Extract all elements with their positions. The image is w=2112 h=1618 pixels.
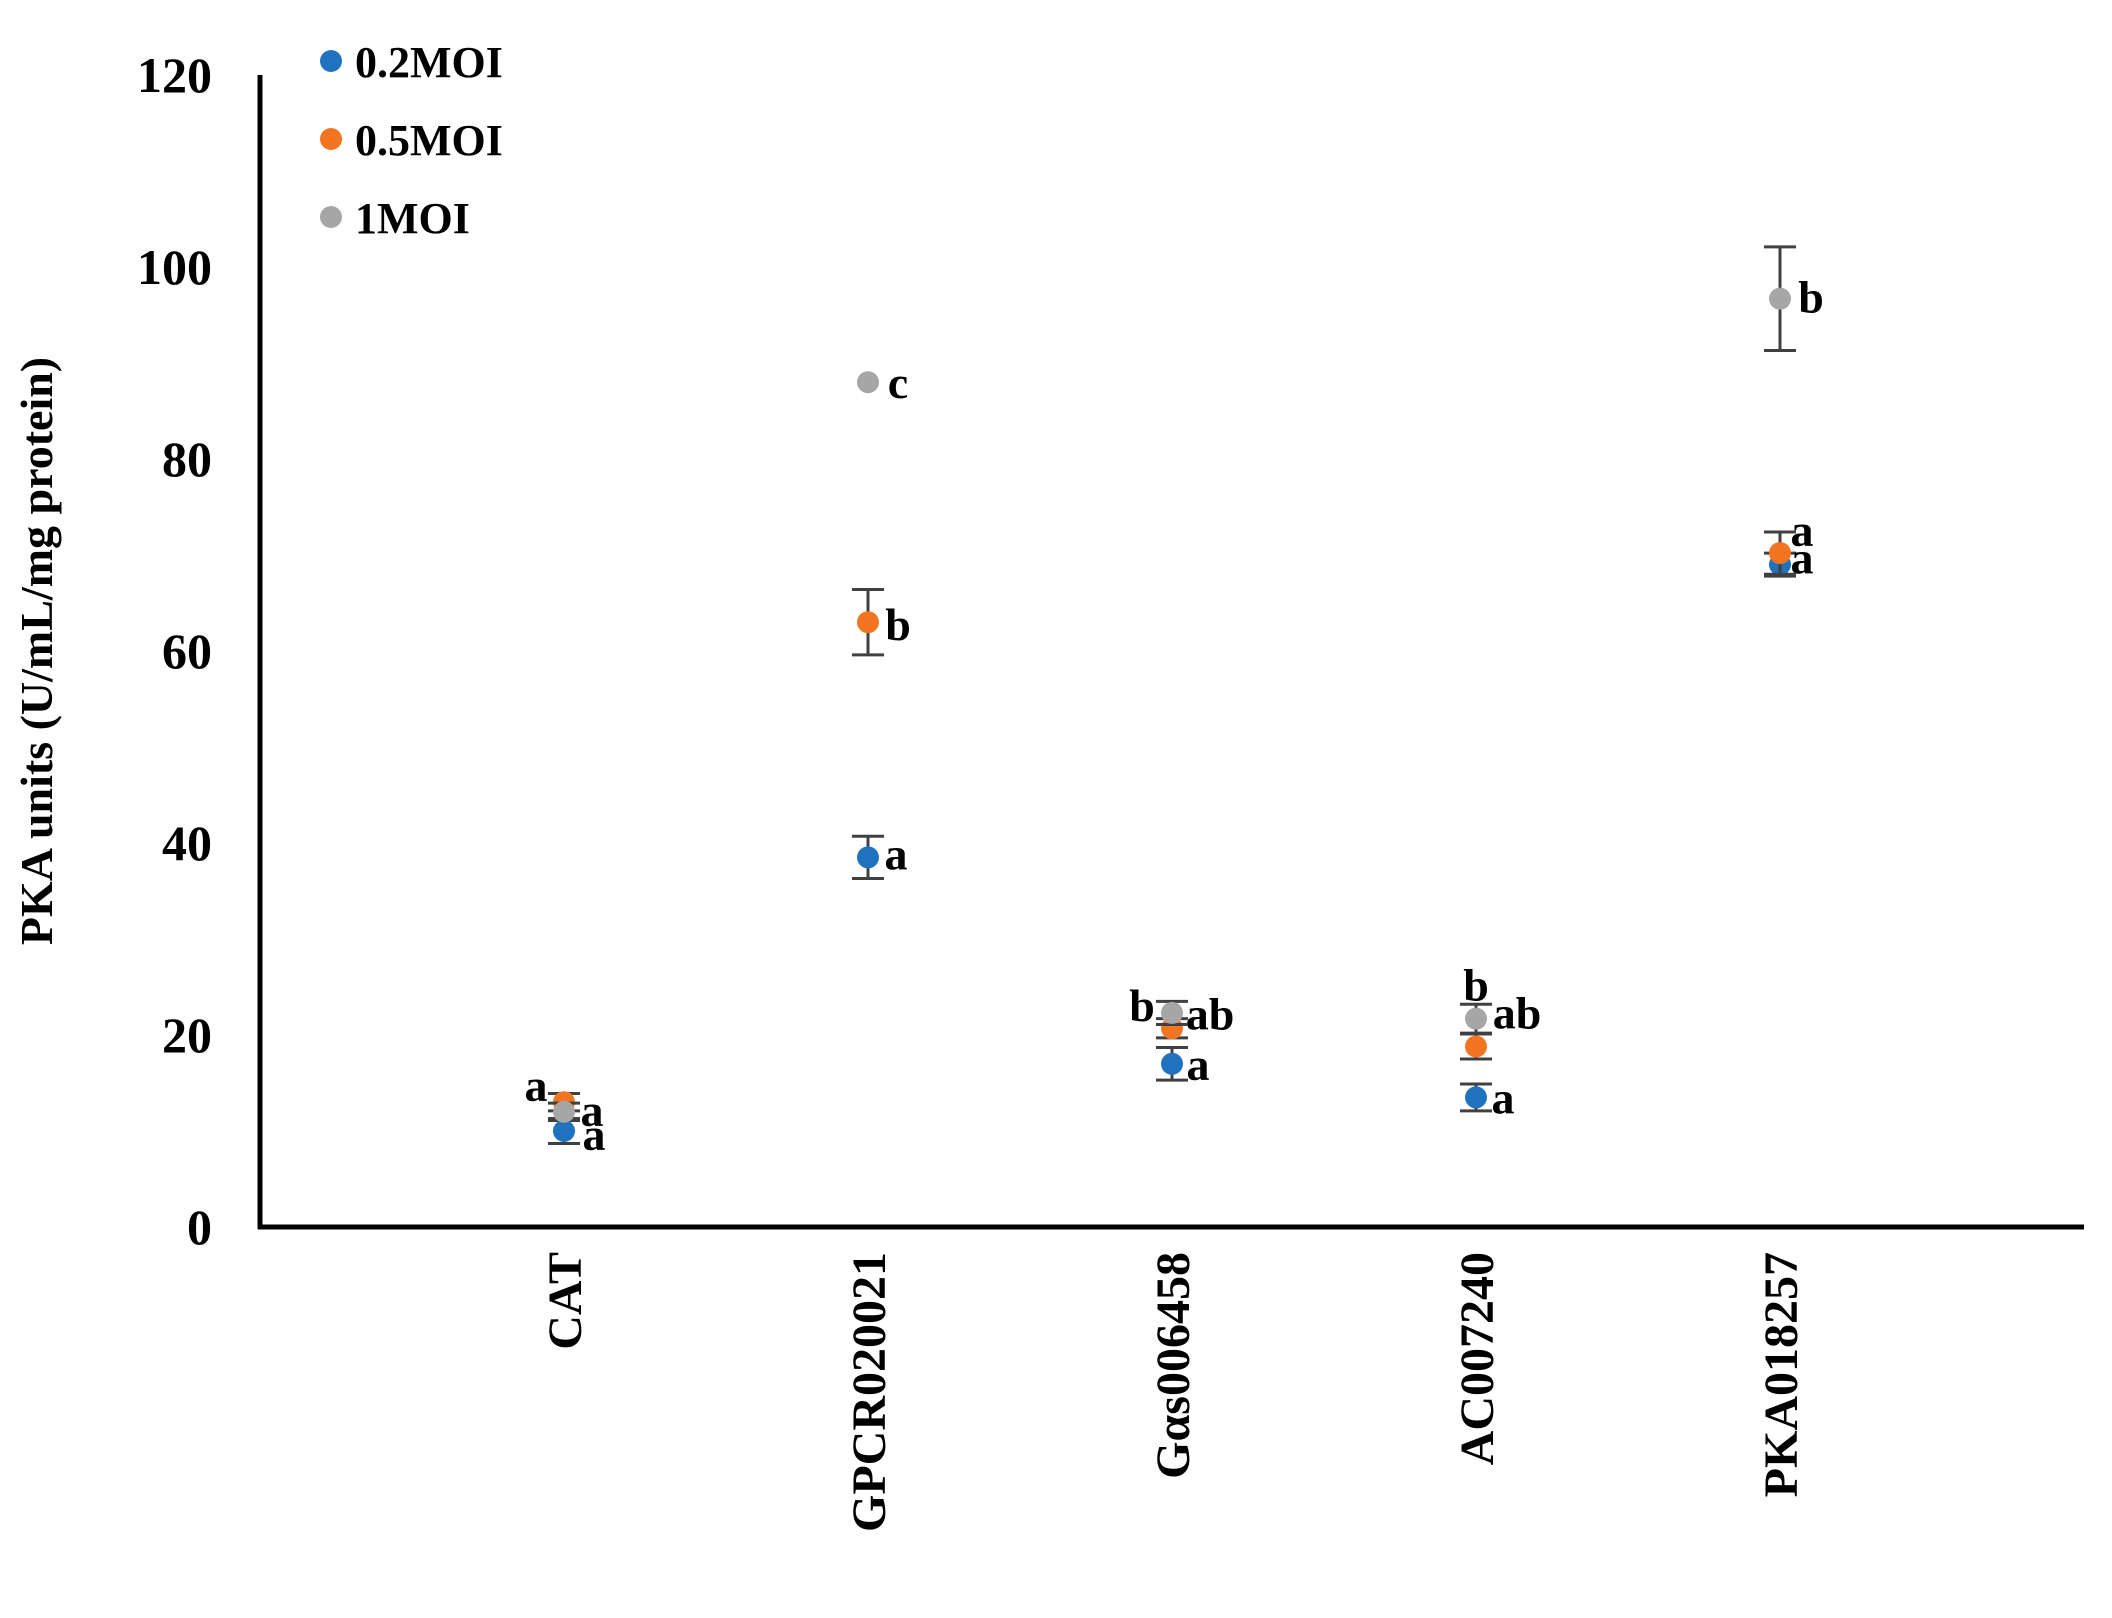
legend-swatch-1MOI: [320, 206, 342, 228]
significance-letter: a: [525, 1060, 548, 1111]
significance-letter: b: [885, 599, 911, 650]
data-point-1MOI: [1161, 1001, 1183, 1024]
data-point-0.2MOI: [857, 846, 879, 869]
y-tick-label: 60: [162, 623, 212, 679]
data-point-0.5MOI: [1161, 1017, 1183, 1040]
category-label: Gαs006458: [1147, 1252, 1200, 1479]
data-point-1MOI: [857, 371, 879, 394]
significance-letter: a: [1791, 533, 1814, 584]
legend-label: 0.5MOI: [355, 116, 503, 165]
data-point-0.5MOI: [857, 611, 879, 634]
data-point-1MOI: [553, 1100, 575, 1123]
category-label: CAT: [539, 1252, 592, 1350]
significance-letter: a: [885, 828, 908, 879]
significance-letter: ab: [1186, 988, 1235, 1039]
y-tick-label: 0: [187, 1199, 212, 1255]
significance-letter: ab: [1493, 988, 1542, 1039]
significance-letter: b: [1129, 980, 1155, 1031]
significance-letter: a: [583, 1109, 606, 1160]
y-tick-label: 80: [162, 431, 212, 487]
significance-letter: b: [1798, 272, 1824, 323]
y-axis-title: PKA units (U/mL/mg protein): [11, 357, 62, 945]
legend-label: 1MOI: [355, 194, 470, 243]
y-tick-label: 20: [162, 1007, 212, 1063]
significance-letter: a: [1791, 505, 1814, 556]
category-label: GPCR020021: [843, 1252, 896, 1532]
y-tick-label: 120: [137, 47, 212, 103]
y-tick-label: 100: [137, 239, 212, 295]
y-tick-label: 40: [162, 815, 212, 871]
category-label: AC007240: [1451, 1252, 1504, 1465]
data-point-0.2MOI: [1161, 1052, 1183, 1075]
legend-label: 0.2MOI: [355, 38, 503, 87]
legend-swatch-0.5MOI: [320, 128, 342, 150]
significance-letter: b: [1463, 960, 1489, 1011]
legend-swatch-0.2MOI: [320, 50, 342, 72]
significance-letter: a: [581, 1085, 604, 1136]
data-point-0.5MOI: [1769, 542, 1791, 565]
data-point-1MOI: [1769, 287, 1791, 310]
data-point-0.2MOI: [553, 1120, 575, 1142]
significance-letter: a: [1492, 1072, 1515, 1123]
significance-letter: c: [888, 357, 908, 408]
significance-letter: a: [1187, 1039, 1210, 1090]
data-point-1MOI: [1465, 1007, 1487, 1030]
data-point-0.5MOI: [1465, 1035, 1487, 1058]
data-point-0.2MOI: [1465, 1086, 1487, 1109]
category-label: PKA018257: [1755, 1252, 1808, 1497]
